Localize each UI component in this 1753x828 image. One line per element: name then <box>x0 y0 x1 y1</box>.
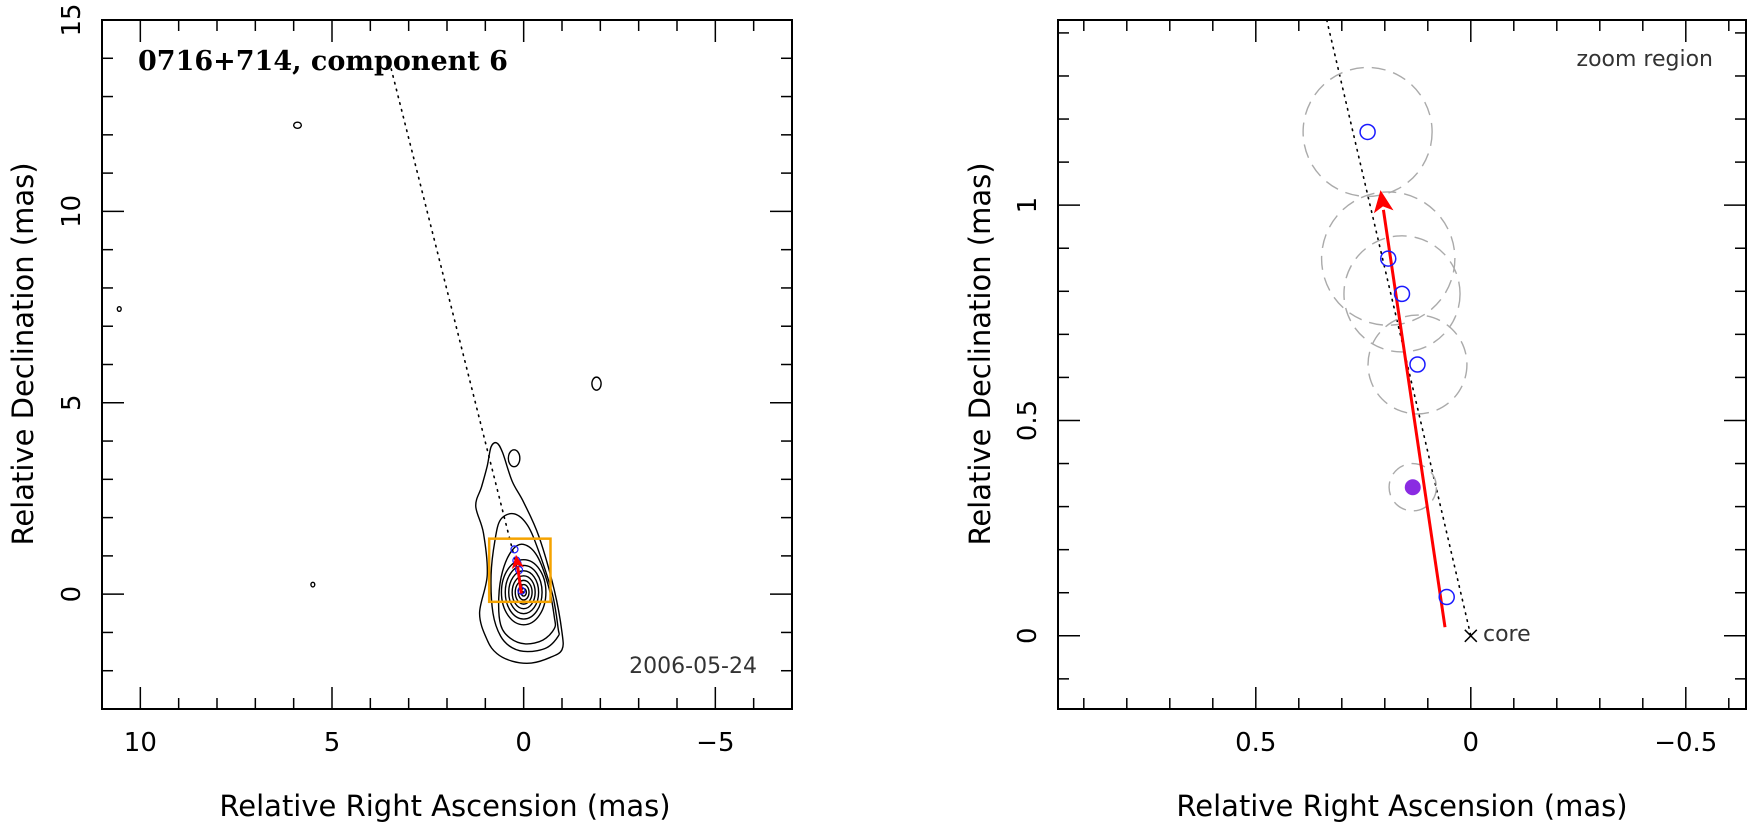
component-open-marker <box>1379 250 1397 267</box>
contour-line <box>514 579 533 605</box>
right-x-tick-label: 0 <box>1463 728 1480 758</box>
right-plot-frame <box>1057 19 1747 710</box>
right-x-tick-label: −0.5 <box>1654 728 1717 758</box>
contour-line <box>490 512 560 653</box>
left-panel: 10 5 0 −5 0 5 10 15 0716+714, component 6 2006-… <box>6 3 793 823</box>
right-y-tick-label: 1 <box>1013 197 1043 214</box>
contour-line <box>507 449 521 468</box>
contour-line <box>116 306 122 312</box>
left-y-tick-label: 10 <box>57 195 87 228</box>
right-y-tick-label: 0 <box>1013 628 1043 645</box>
left-x-axis-label: Relative Right Ascension (mas) <box>219 789 670 823</box>
right-x-tick-label: 0.5 <box>1235 728 1276 758</box>
uncertainty-circle <box>1388 462 1438 512</box>
left-y-tick-label: 15 <box>57 3 87 36</box>
uncertainty-circle <box>1320 191 1456 326</box>
right-y-tick-label: 0.5 <box>1013 400 1043 441</box>
right-x-axis-label: Relative Right Ascension (mas) <box>1176 789 1627 823</box>
left-component-marker <box>510 545 519 554</box>
right-velocity-arrow <box>1381 209 1447 628</box>
left-x-tick-label: 5 <box>324 728 341 758</box>
observation-date: 2006-05-24 <box>629 654 757 679</box>
left-x-tick-label: 0 <box>515 728 532 758</box>
left-plot-frame <box>101 19 793 710</box>
component-filled-marker <box>1404 479 1421 496</box>
left-x-tick-label: 10 <box>124 728 157 758</box>
component-open-marker <box>1393 285 1411 303</box>
contour-line <box>500 559 547 626</box>
right-panel: 0.5 0 −0.5 0 0.5 1 zoom region core Relative … <box>963 19 1747 823</box>
core-label: core <box>1483 622 1531 647</box>
uncertainty-circle <box>1367 314 1468 415</box>
right-trajectory-line <box>1325 19 1472 637</box>
left-velocity-arrow-head <box>511 554 524 570</box>
left-velocity-arrow <box>516 566 523 594</box>
right-y-axis-label: Relative Declination (mas) <box>963 162 997 545</box>
contour-line <box>497 543 557 645</box>
contour-line <box>310 581 316 588</box>
uncertainty-circle <box>1302 66 1433 198</box>
component-open-marker <box>1438 588 1455 606</box>
contour-line <box>591 376 602 391</box>
component-open-marker <box>1359 123 1376 141</box>
right-velocity-arrow-head <box>1373 190 1394 214</box>
component-open-marker <box>1409 356 1426 373</box>
left-y-tick-label: 0 <box>57 586 87 603</box>
left-x-tick-label: −5 <box>696 728 734 758</box>
left-trajectory-line <box>388 61 525 595</box>
contour-line <box>475 441 564 664</box>
zoom-region-label: zoom region <box>1577 47 1713 72</box>
core-marker <box>1464 629 1478 643</box>
contour-line <box>292 121 303 130</box>
contour-line <box>511 575 536 610</box>
contour-line <box>508 570 540 615</box>
zoom-region-box <box>487 537 552 604</box>
left-y-tick-label: 5 <box>57 395 87 412</box>
uncertainty-circle <box>1343 235 1461 353</box>
contour-line <box>504 564 543 620</box>
left-y-axis-label: Relative Declination (mas) <box>6 162 40 545</box>
left-panel-title: 0716+714, component 6 <box>138 46 508 77</box>
